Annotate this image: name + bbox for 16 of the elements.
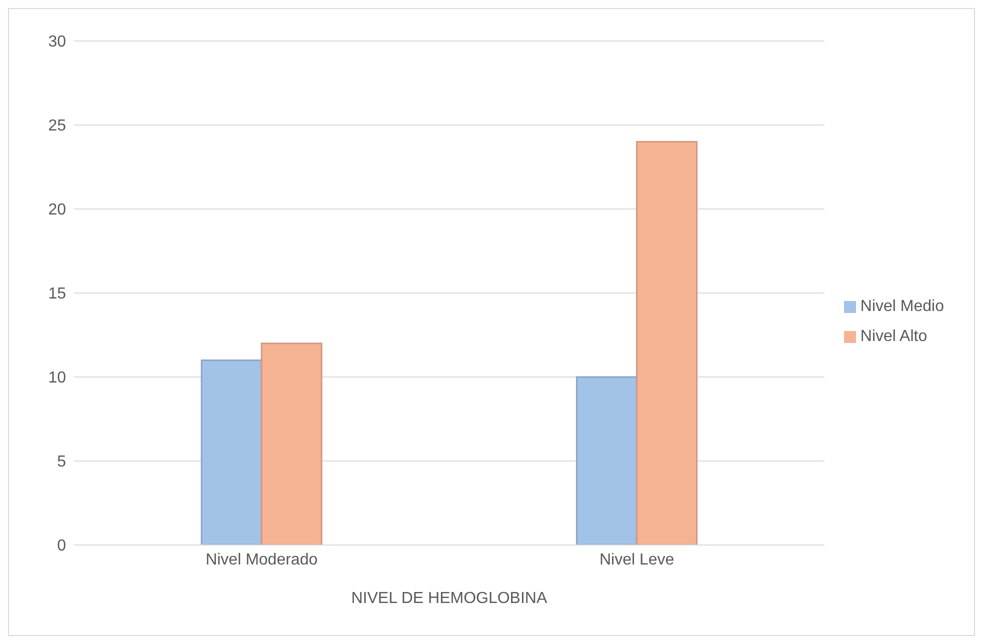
x-axis-title: NIVEL DE HEMOGLOBINA [351,590,548,607]
bar [200,359,262,545]
y-tick-label: 20 [48,202,66,219]
y-tick-label: 30 [48,34,66,51]
y-tick-label: 0 [57,538,66,555]
legend-label: Nivel Alto [860,328,928,345]
bar [576,376,638,545]
y-tick-label: 15 [48,286,66,303]
legend-label: Nivel Medio [860,298,944,315]
x-tick-label: Nivel Moderado [206,551,318,568]
y-tick-label: 5 [57,454,66,471]
x-tick-label: Nivel Leve [599,551,674,568]
y-tick-label: 10 [48,370,66,387]
bar [636,141,698,545]
y-tick-label: 25 [48,118,66,135]
bar [260,342,322,545]
